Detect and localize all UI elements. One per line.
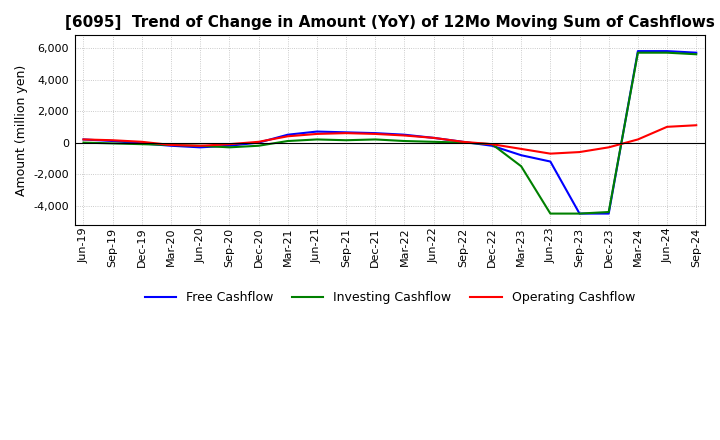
Operating Cashflow [546,151,554,156]
Operating Cashflow [692,123,701,128]
Investing Cashflow [400,139,409,144]
Free Cashflow [196,145,204,150]
Operating Cashflow [196,143,204,148]
Operating Cashflow [138,139,146,144]
Operating Cashflow [517,146,526,151]
Line: Investing Cashflow: Investing Cashflow [84,53,696,213]
Investing Cashflow [371,137,379,142]
Operating Cashflow [342,131,351,136]
Operating Cashflow [662,124,671,129]
Free Cashflow [459,139,467,144]
Line: Free Cashflow: Free Cashflow [84,51,696,213]
Investing Cashflow [575,211,584,216]
Operating Cashflow [429,135,438,140]
Investing Cashflow [429,139,438,144]
Operating Cashflow [284,134,292,139]
Investing Cashflow [634,50,642,55]
Free Cashflow [108,139,117,144]
Investing Cashflow [138,142,146,147]
Free Cashflow [400,132,409,137]
Investing Cashflow [196,143,204,148]
Free Cashflow [634,48,642,54]
Operating Cashflow [225,142,234,147]
Operating Cashflow [634,137,642,142]
Investing Cashflow [254,143,263,148]
Free Cashflow [575,211,584,216]
Operating Cashflow [487,142,496,147]
Investing Cashflow [517,164,526,169]
Free Cashflow [312,129,321,134]
Free Cashflow [546,159,554,164]
Investing Cashflow [604,209,613,215]
Operating Cashflow [400,133,409,138]
Line: Operating Cashflow: Operating Cashflow [84,125,696,154]
Free Cashflow [662,48,671,54]
Operating Cashflow [254,139,263,144]
Investing Cashflow [342,138,351,143]
Investing Cashflow [225,145,234,150]
Free Cashflow [487,143,496,148]
Free Cashflow [79,137,88,142]
Free Cashflow [371,131,379,136]
Legend: Free Cashflow, Investing Cashflow, Operating Cashflow: Free Cashflow, Investing Cashflow, Opera… [140,286,640,309]
Investing Cashflow [108,141,117,146]
Investing Cashflow [312,137,321,142]
Free Cashflow [167,143,176,148]
Investing Cashflow [284,139,292,144]
Investing Cashflow [692,51,701,57]
Investing Cashflow [167,142,176,147]
Operating Cashflow [604,145,613,150]
Title: [6095]  Trend of Change in Amount (YoY) of 12Mo Moving Sum of Cashflows: [6095] Trend of Change in Amount (YoY) o… [65,15,715,30]
Operating Cashflow [312,131,321,136]
Operating Cashflow [108,138,117,143]
Investing Cashflow [546,211,554,216]
Free Cashflow [342,130,351,135]
Investing Cashflow [79,140,88,145]
Free Cashflow [517,153,526,158]
Operating Cashflow [167,142,176,147]
Free Cashflow [429,135,438,140]
Free Cashflow [138,141,146,146]
Investing Cashflow [487,142,496,147]
Operating Cashflow [371,131,379,136]
Free Cashflow [284,132,292,137]
Investing Cashflow [459,140,467,145]
Free Cashflow [225,143,234,148]
Operating Cashflow [459,139,467,144]
Investing Cashflow [662,50,671,55]
Operating Cashflow [79,137,88,142]
Operating Cashflow [575,150,584,155]
Free Cashflow [692,50,701,55]
Y-axis label: Amount (million yen): Amount (million yen) [15,64,28,196]
Free Cashflow [254,140,263,145]
Free Cashflow [604,211,613,216]
